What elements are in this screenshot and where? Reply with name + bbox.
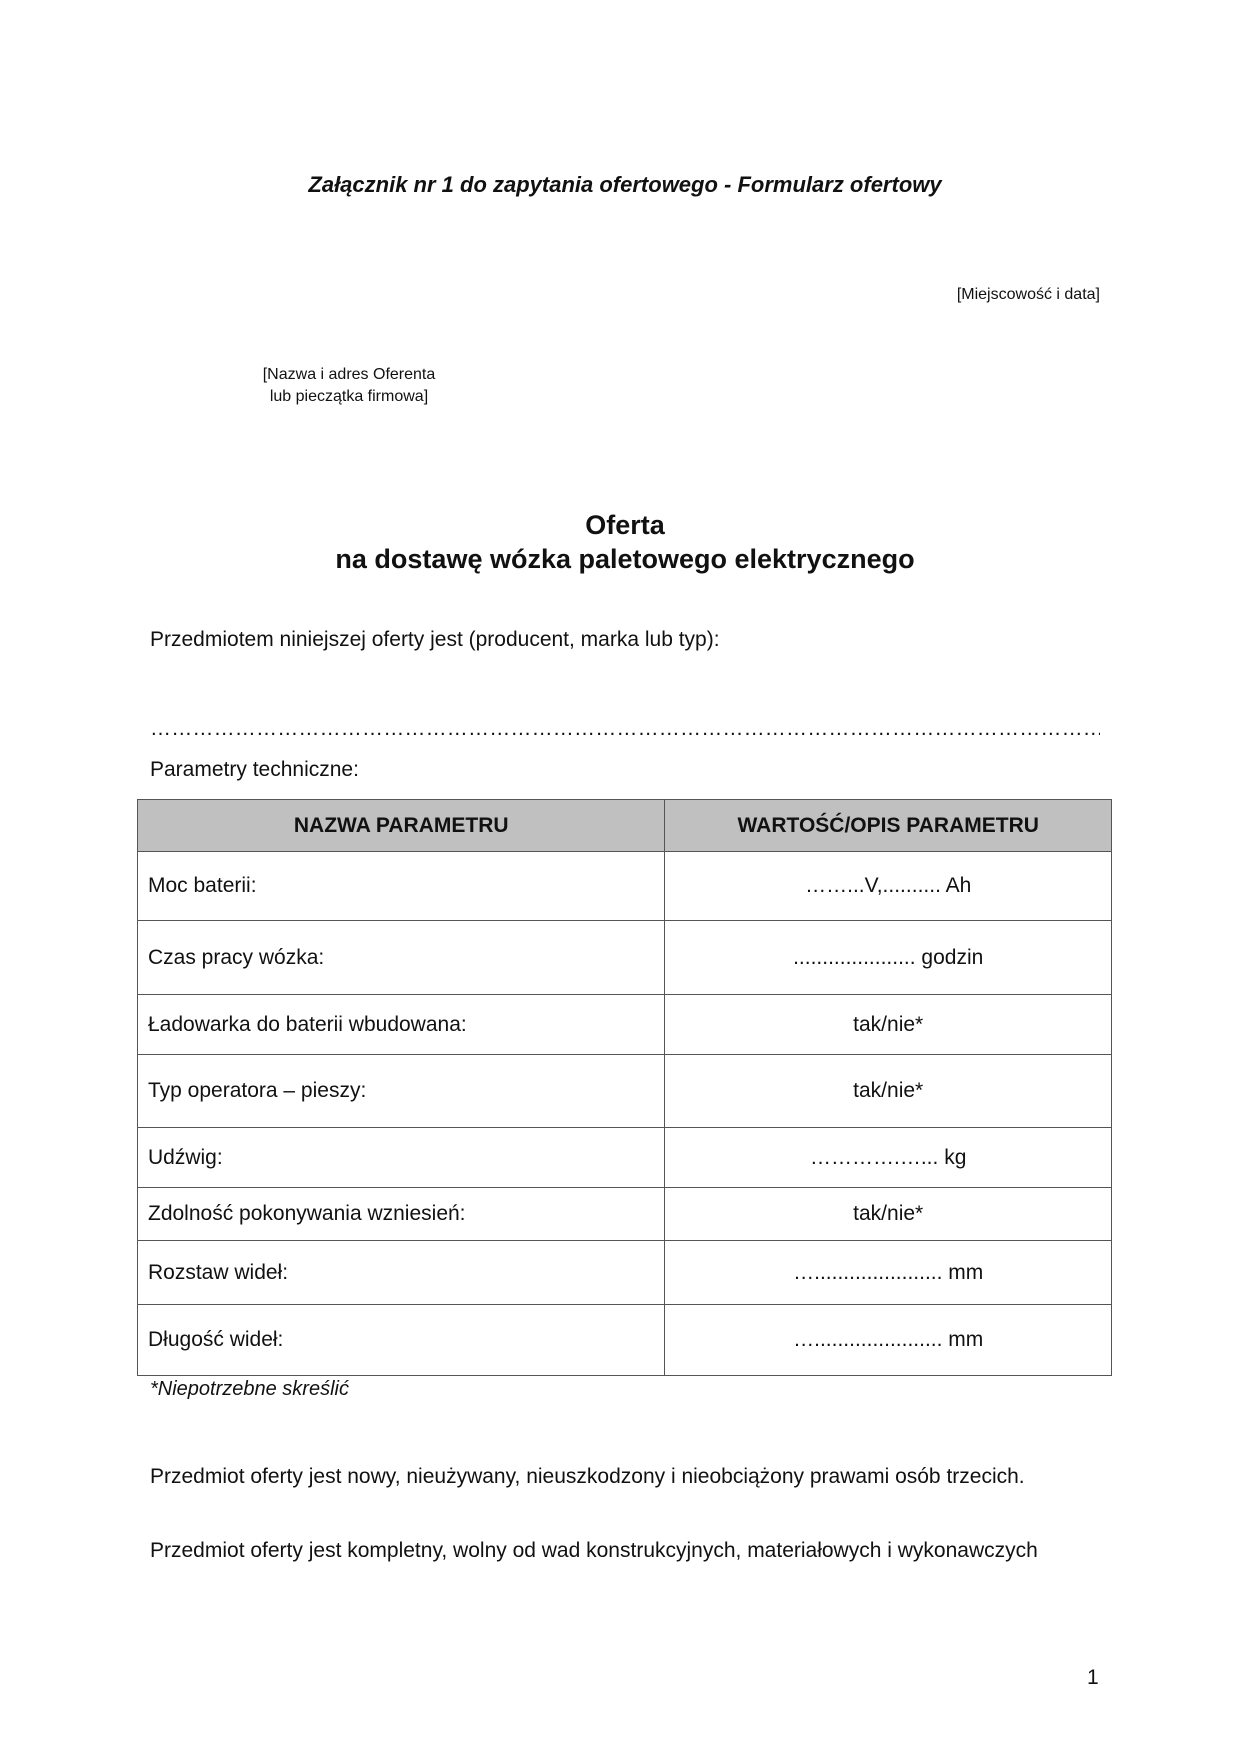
table-header-row: NAZWA PARAMETRU WARTOŚĆ/OPIS PARAMETRU — [136, 799, 1112, 852]
subject-label: Przedmiotem niniejszej oferty jest (prod… — [150, 628, 720, 651]
table-row: Zdolność pokonywania wzniesień: tak/nie* — [136, 1187, 1112, 1241]
param-value: …...................... mm — [664, 1240, 1112, 1305]
param-name: Rozstaw wideł: — [136, 1240, 666, 1305]
offer-heading: Oferta na dostawę wózka paletowego elekt… — [0, 508, 1241, 576]
table-row: Typ operatora – pieszy: tak/nie* — [136, 1054, 1112, 1128]
table-row: Długość wideł:…...................... mm — [136, 1304, 1112, 1376]
param-value: …...................... mm — [664, 1304, 1112, 1376]
column-header: WARTOŚĆ/OPIS PARAMETRU — [664, 799, 1112, 852]
table-row: Moc baterii: ……...V,.......... Ah — [136, 851, 1112, 921]
paragraph: Przedmiot oferty jest nowy, nieużywany, … — [150, 1465, 1025, 1488]
param-value: tak/nie* — [664, 994, 1112, 1055]
table-row: Ładowarka do baterii wbudowana: tak/nie* — [136, 994, 1112, 1055]
param-name: Czas pracy wózka: — [136, 920, 666, 995]
subject-fill-line: …………………………………………………………………………………………………………… — [150, 717, 1100, 740]
param-name: Ładowarka do baterii wbudowana: — [136, 994, 666, 1055]
paragraph: Przedmiot oferty jest kompletny, wolny o… — [150, 1539, 1038, 1562]
param-value: ……...V,.......... Ah — [664, 851, 1112, 921]
offeror-line: [Nazwa i adres Oferenta — [262, 366, 436, 383]
footnote: *Niepotrzebne skreślić — [150, 1378, 349, 1400]
params-label: Parametry techniczne: — [150, 758, 359, 781]
page-number: 1 — [1087, 1666, 1099, 1689]
table-row: Rozstaw wideł:…...................... mm — [136, 1240, 1112, 1305]
parameters-table: NAZWA PARAMETRU WARTOŚĆ/OPIS PARAMETRU M… — [136, 799, 1112, 1376]
offeror-placeholder: [Nazwa i adres Oferenta lub pieczątka fi… — [229, 364, 469, 408]
offeror-line: lub pieczątka firmowa] — [269, 388, 429, 405]
place-date-placeholder: [Miejscowość i data] — [956, 286, 1100, 303]
param-value: ………….…... kg — [664, 1127, 1112, 1188]
param-name: Długość wideł: — [136, 1304, 666, 1376]
document-title: Załącznik nr 1 do zapytania ofertowego -… — [308, 172, 942, 197]
table-row: Czas pracy wózka:..................... g… — [136, 920, 1112, 995]
param-value: tak/nie* — [664, 1187, 1112, 1241]
param-value: tak/nie* — [664, 1054, 1112, 1128]
table-row: Udźwig:………….…... kg — [136, 1127, 1112, 1188]
param-name: Zdolność pokonywania wzniesień: — [136, 1187, 666, 1241]
param-name: Moc baterii: — [136, 851, 666, 921]
heading-line: Oferta — [585, 510, 665, 540]
param-value: ..................... godzin — [664, 920, 1112, 995]
param-name: Udźwig: — [136, 1127, 666, 1188]
column-header: NAZWA PARAMETRU — [136, 799, 666, 852]
heading-line: na dostawę wózka paletowego elektryczneg… — [335, 544, 915, 574]
param-name: Typ operatora – pieszy: — [136, 1054, 666, 1128]
